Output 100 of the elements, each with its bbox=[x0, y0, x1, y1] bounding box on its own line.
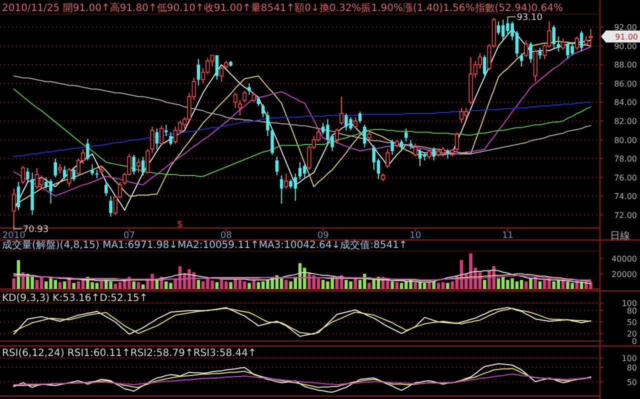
candlestick bbox=[446, 148, 450, 160]
candlestick bbox=[460, 107, 464, 124]
candlestick bbox=[12, 188, 16, 226]
text: 91.00 bbox=[615, 32, 638, 42]
candlestick bbox=[404, 128, 408, 142]
y-tick-label: 20 bbox=[626, 329, 637, 338]
bar bbox=[68, 278, 71, 289]
y-tick-label: 50 bbox=[626, 318, 637, 327]
candlestick bbox=[248, 82, 251, 96]
bar bbox=[414, 282, 417, 289]
y-tick-label: 50 bbox=[626, 378, 637, 387]
bar bbox=[520, 280, 524, 289]
bar bbox=[432, 281, 436, 289]
annotation: 93.10 bbox=[516, 12, 543, 23]
y-tick-label: 74.00 bbox=[614, 192, 637, 202]
y-tick-label: 100 bbox=[622, 299, 637, 308]
candlestick bbox=[574, 36, 579, 50]
candlestick bbox=[363, 124, 366, 148]
candlestick bbox=[552, 24, 556, 48]
candlestick bbox=[242, 90, 247, 103]
candlestick bbox=[233, 92, 238, 108]
bar bbox=[252, 280, 256, 289]
y-tick-label: 90.00 bbox=[614, 42, 637, 51]
chart-title: 成交量(解盤)(4,8,15) MA1:6971.98↓MA2:10059.11↑MA3:10042.64↓成交值:8541↑ bbox=[2, 239, 408, 251]
candlestick bbox=[556, 36, 560, 52]
bar bbox=[76, 281, 80, 289]
x-tick-label: 2010 bbox=[2, 231, 26, 241]
bar bbox=[496, 278, 500, 289]
bar bbox=[215, 282, 219, 289]
bar bbox=[256, 282, 260, 289]
candlestick bbox=[432, 146, 436, 161]
candlestick bbox=[298, 162, 302, 180]
x-tick-label: 07 bbox=[124, 231, 135, 241]
bar bbox=[229, 282, 232, 289]
y-tick-label: 76.00 bbox=[614, 173, 637, 182]
bar bbox=[141, 284, 145, 289]
x-tick-label: 11 bbox=[502, 231, 514, 241]
bar bbox=[136, 282, 140, 289]
candlestick bbox=[538, 47, 542, 60]
candlestick bbox=[413, 143, 418, 158]
bar bbox=[100, 281, 104, 289]
bar bbox=[132, 281, 136, 289]
candlestick bbox=[164, 124, 168, 137]
candlestick bbox=[386, 148, 390, 168]
bar bbox=[529, 278, 532, 289]
candlestick bbox=[104, 182, 108, 197]
chart-title: RSI(6,12,24) RSI1:60.11↑RSI2:58.79↑RSI3:58.44↑ bbox=[2, 348, 256, 359]
bar bbox=[395, 282, 399, 289]
chart-title: KD(9,3,3) K:53.16↑D:52.15↑ bbox=[2, 293, 148, 304]
bar bbox=[280, 278, 284, 289]
candlestick bbox=[580, 30, 584, 52]
annotation: $ bbox=[177, 220, 183, 230]
bar bbox=[284, 280, 288, 289]
candlestick bbox=[390, 139, 394, 156]
y-tick-label: 80 bbox=[626, 306, 637, 316]
candlestick bbox=[132, 154, 136, 175]
bar bbox=[436, 282, 440, 289]
candlestick bbox=[155, 128, 159, 150]
chart-title: 2010/11/25 開91.00↑高91.80↑低90.10↑收91.00↑量8541↑額0↓換0.32%振1.90%漲(1.40)1.56%指數(52.94)0.64% bbox=[2, 2, 563, 14]
candlestick bbox=[220, 66, 224, 82]
x-tick-label: 09 bbox=[317, 231, 330, 241]
y-tick-label: 82.00 bbox=[614, 117, 637, 126]
y-tick-label: 72.00 bbox=[614, 210, 637, 220]
bar bbox=[368, 282, 371, 289]
candlestick bbox=[72, 167, 76, 182]
candlestick bbox=[275, 156, 279, 176]
candlestick bbox=[21, 166, 26, 184]
y-tick-label: 40000 bbox=[612, 254, 637, 264]
x-axis-title: 日線 bbox=[610, 231, 630, 242]
candlestick bbox=[483, 54, 486, 78]
candlestick bbox=[67, 167, 72, 188]
candlestick bbox=[109, 196, 112, 218]
candlestick bbox=[54, 158, 57, 178]
candlestick bbox=[63, 166, 66, 180]
candlestick bbox=[334, 128, 339, 144]
candlestick bbox=[524, 40, 528, 58]
bar bbox=[63, 281, 66, 289]
candlestick bbox=[141, 156, 145, 176]
candlestick bbox=[496, 21, 500, 36]
y-tick-label: 86.00 bbox=[614, 79, 637, 88]
candlestick bbox=[367, 130, 372, 142]
bar bbox=[58, 282, 62, 289]
x-tick-label: 10 bbox=[410, 231, 422, 241]
candlestick bbox=[169, 132, 172, 146]
candlestick bbox=[266, 111, 270, 137]
candlestick bbox=[427, 148, 432, 160]
candlestick bbox=[238, 100, 242, 116]
x-tick-label: 08 bbox=[220, 231, 232, 241]
candlestick bbox=[196, 58, 200, 86]
candlestick bbox=[252, 92, 256, 103]
bar bbox=[118, 282, 122, 289]
candlestick bbox=[160, 125, 164, 146]
bar bbox=[390, 281, 394, 289]
bar bbox=[483, 280, 486, 289]
candlestick bbox=[150, 126, 154, 154]
candlestick bbox=[256, 96, 260, 106]
bar bbox=[441, 282, 445, 289]
candlestick bbox=[215, 54, 219, 80]
bar bbox=[524, 281, 528, 289]
candlestick bbox=[26, 167, 30, 183]
